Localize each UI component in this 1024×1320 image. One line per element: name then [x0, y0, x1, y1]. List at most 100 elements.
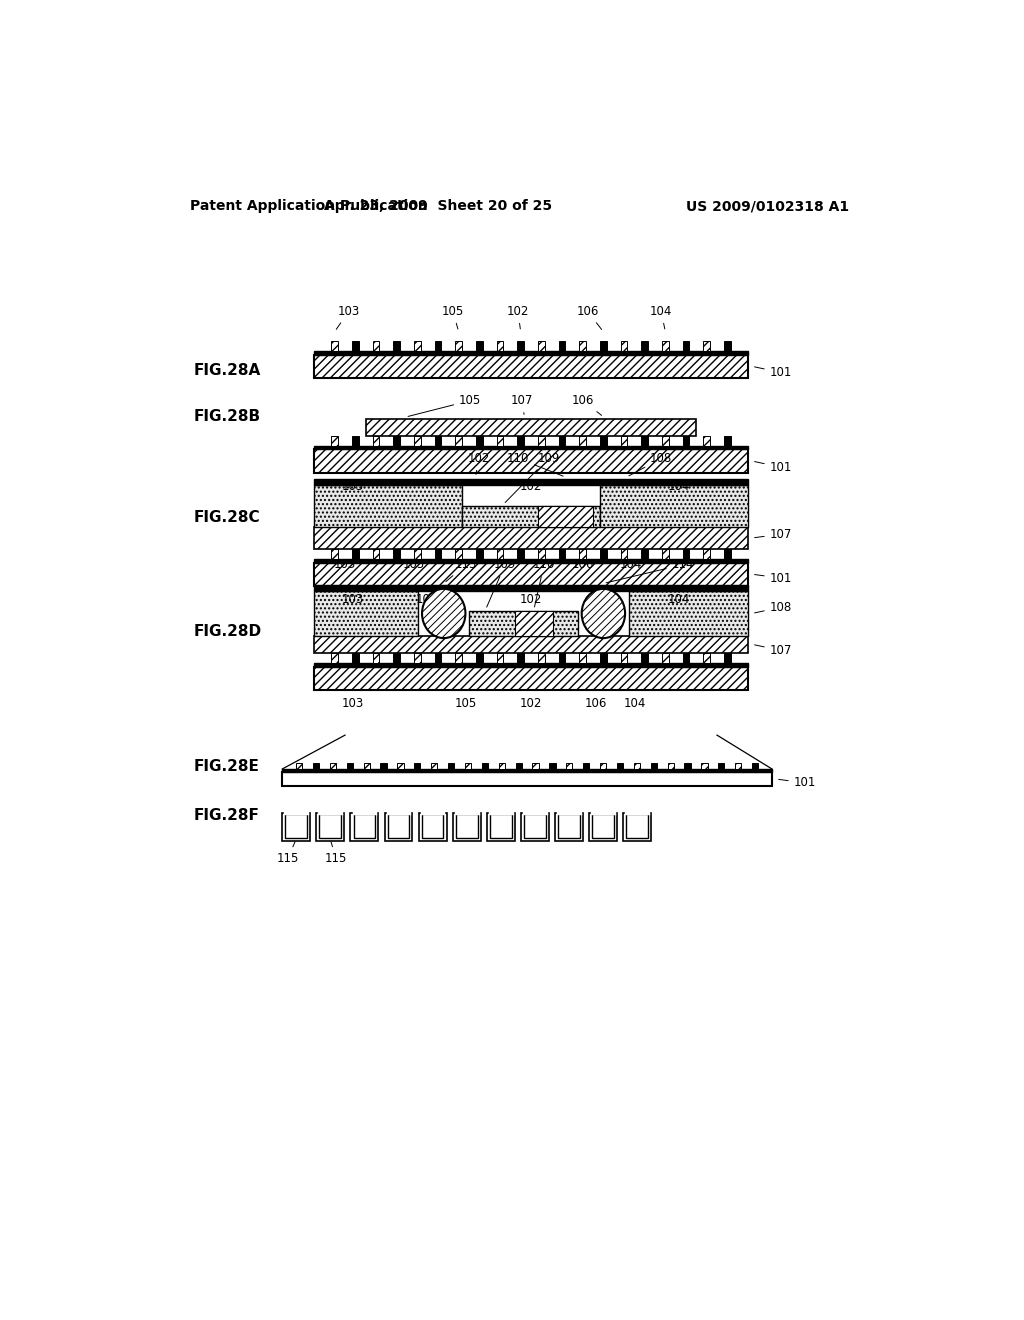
Bar	[703, 653, 711, 663]
Bar	[314, 527, 748, 549]
Bar	[515, 763, 522, 770]
Text: 107: 107	[755, 528, 793, 541]
Bar	[489, 813, 512, 838]
Bar	[703, 549, 711, 558]
Bar	[449, 763, 455, 770]
Bar	[517, 436, 524, 446]
Bar	[668, 763, 674, 770]
Text: FIG.28D: FIG.28D	[194, 623, 262, 639]
Bar	[296, 763, 302, 770]
Bar	[566, 763, 572, 770]
Text: 104: 104	[624, 697, 646, 710]
Text: 102: 102	[520, 480, 542, 494]
Bar	[621, 549, 628, 558]
Bar	[316, 813, 344, 841]
Bar	[515, 611, 553, 636]
Bar	[683, 436, 689, 446]
Text: 113: 113	[445, 558, 477, 582]
Bar	[314, 351, 748, 355]
Text: FIG.28B: FIG.28B	[194, 409, 261, 424]
Bar	[319, 813, 341, 838]
Text: 103: 103	[342, 480, 365, 494]
Text: 102: 102	[520, 697, 542, 710]
Ellipse shape	[422, 589, 466, 638]
Text: 103: 103	[336, 305, 359, 330]
Text: 115: 115	[276, 842, 299, 865]
Text: 109: 109	[505, 451, 559, 503]
Bar	[434, 653, 441, 663]
Bar	[532, 763, 539, 770]
Text: 110: 110	[507, 451, 563, 477]
Ellipse shape	[582, 589, 625, 638]
Bar	[621, 653, 628, 663]
Bar	[497, 653, 504, 663]
Bar	[517, 653, 524, 663]
Bar	[462, 506, 600, 527]
Bar	[476, 549, 483, 558]
Bar	[373, 653, 380, 663]
Bar	[629, 591, 748, 636]
Bar	[456, 436, 462, 446]
Bar	[482, 763, 488, 770]
Bar	[313, 763, 319, 770]
Bar	[352, 549, 358, 558]
Bar	[538, 341, 545, 351]
Text: 101: 101	[755, 572, 793, 585]
Bar	[497, 549, 504, 558]
Bar	[286, 813, 307, 838]
Bar	[419, 813, 446, 841]
Bar	[415, 763, 421, 770]
Bar	[331, 653, 338, 663]
Bar	[314, 450, 748, 473]
Bar	[431, 763, 437, 770]
Bar	[381, 763, 387, 770]
Bar	[580, 341, 586, 351]
Text: Apr. 23, 2009  Sheet 20 of 25: Apr. 23, 2009 Sheet 20 of 25	[324, 199, 552, 213]
Bar	[456, 813, 477, 838]
Bar	[393, 341, 400, 351]
Bar	[621, 341, 628, 351]
Bar	[683, 653, 689, 663]
Bar	[393, 653, 400, 663]
Bar	[353, 813, 375, 838]
Bar	[600, 763, 606, 770]
Text: US 2009/0102318 A1: US 2009/0102318 A1	[686, 199, 849, 213]
Text: 105: 105	[455, 697, 477, 710]
Bar	[580, 549, 586, 558]
Bar	[422, 813, 443, 838]
Bar	[683, 341, 689, 351]
Text: 102: 102	[468, 451, 490, 474]
Bar	[434, 436, 441, 446]
Bar	[538, 436, 545, 446]
Bar	[283, 770, 772, 772]
Bar	[499, 763, 505, 770]
Bar	[314, 667, 748, 689]
Bar	[283, 813, 310, 841]
Bar	[373, 549, 380, 558]
Bar	[600, 484, 748, 527]
Text: FIG.28E: FIG.28E	[194, 759, 260, 775]
Bar	[453, 813, 480, 841]
Bar	[662, 436, 669, 446]
Bar	[352, 341, 358, 351]
Bar	[373, 341, 380, 351]
Bar	[414, 436, 421, 446]
Bar	[497, 341, 504, 351]
Bar	[330, 763, 336, 770]
Bar	[524, 813, 546, 838]
Bar	[641, 436, 648, 446]
Bar	[589, 813, 617, 841]
Text: 107: 107	[755, 644, 793, 657]
Bar	[538, 506, 594, 527]
Bar	[456, 653, 462, 663]
Bar	[497, 436, 504, 446]
Bar	[373, 436, 380, 446]
Bar	[752, 763, 758, 770]
Bar	[331, 549, 338, 558]
Bar	[366, 418, 696, 436]
Bar	[600, 549, 607, 558]
Bar	[592, 813, 614, 838]
Text: 101: 101	[778, 776, 816, 789]
Bar	[662, 549, 669, 558]
Bar	[414, 653, 421, 663]
